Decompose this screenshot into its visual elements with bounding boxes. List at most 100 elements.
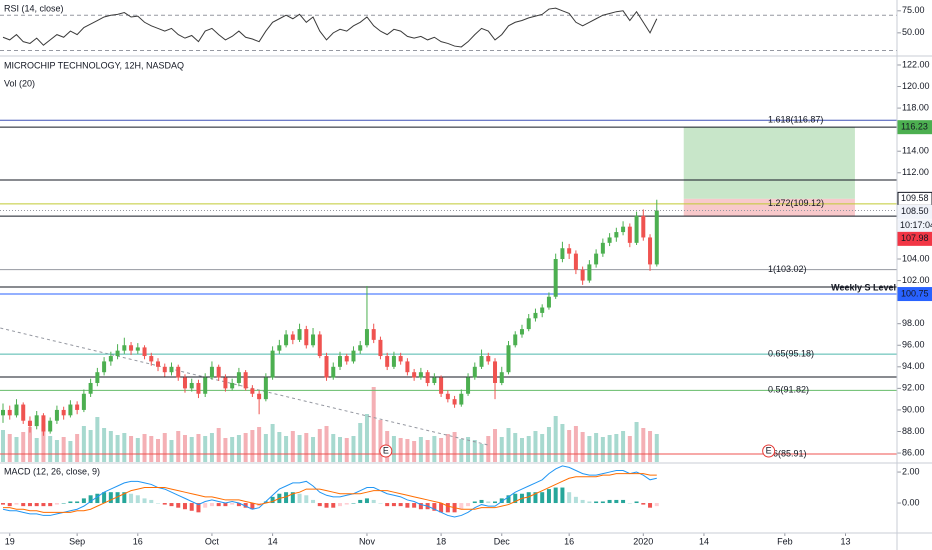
candle-body	[182, 377, 187, 389]
candle-body	[95, 372, 100, 383]
candle-body	[129, 345, 134, 351]
macd-histogram-bar	[479, 499, 484, 504]
candle-body	[499, 372, 504, 383]
volume-bar	[466, 437, 471, 462]
macd-histogram-bar	[587, 501, 592, 504]
volume-bar	[546, 427, 551, 462]
macd-histogram-bar	[290, 492, 295, 504]
candle-body	[34, 415, 39, 427]
volume-bar	[439, 438, 444, 462]
macd-histogram-bar	[135, 495, 140, 504]
candle-body	[331, 366, 336, 378]
candle-body	[102, 361, 107, 373]
macd-histogram-bar	[654, 503, 659, 507]
volume-bar	[486, 436, 491, 462]
volume-bar	[284, 436, 289, 462]
macd-histogram-bar	[459, 503, 464, 510]
volume-bar	[344, 438, 349, 462]
x-tick-label: 13	[840, 536, 850, 546]
candle-body	[156, 361, 161, 367]
y-tick-label: 2.00	[902, 466, 920, 476]
volume-bar	[493, 429, 498, 462]
candle-body	[607, 237, 612, 243]
macd-histogram-bar	[122, 492, 127, 504]
volume-bar	[21, 432, 26, 462]
macd-histogram-bar	[526, 492, 531, 504]
plot-layer: 75.00 50.00 1.618(116.87) 1.272(109.12) 1(10…	[0, 5, 932, 546]
candle-body	[236, 372, 241, 383]
price-badge-label: 108.50	[901, 206, 929, 216]
fib-label: 1(103.02)	[768, 264, 807, 274]
volume-bar	[304, 433, 309, 462]
candle-body	[68, 404, 73, 416]
volume-bar	[331, 434, 336, 462]
macd-line	[3, 473, 657, 513]
macd-histogram-bar	[371, 499, 376, 504]
volume-bar	[627, 436, 632, 462]
candle-body	[567, 248, 572, 254]
candle-body	[351, 350, 356, 362]
macd-histogram-bar	[594, 501, 599, 504]
x-tick-label: 18	[436, 536, 446, 546]
macd-histogram-bar	[466, 503, 471, 507]
macd-histogram-bar	[102, 492, 107, 504]
y-tick-label: 98.00	[902, 318, 925, 328]
candle-body	[493, 361, 498, 383]
rsi-line	[2, 7, 658, 48]
macd-histogram-bar	[621, 499, 626, 504]
event-marker	[762, 444, 776, 458]
macd-histogram-bar	[445, 503, 450, 513]
candle-body	[122, 345, 127, 351]
macd-histogram-bar	[61, 503, 66, 504]
candle-body	[466, 377, 471, 394]
candle-body	[391, 356, 396, 367]
volume-bar	[250, 430, 255, 462]
macd-histogram-bar	[614, 499, 619, 504]
volume-bar	[162, 433, 167, 462]
candle-body	[7, 409, 12, 416]
volume-bar	[479, 444, 484, 462]
candle-body	[162, 366, 167, 373]
candle-body	[41, 415, 46, 432]
candle-body	[519, 329, 524, 335]
macd-histogram-bar	[540, 492, 545, 504]
fib-label: 1.272(109.12)	[768, 198, 824, 208]
macd-histogram-bar	[607, 499, 612, 504]
candle-body	[304, 329, 309, 346]
rsi-title: RSI (14, close)	[4, 3, 64, 13]
macd-histogram-bar	[493, 501, 498, 504]
macd-histogram-bar	[236, 503, 241, 507]
candle-body	[169, 366, 174, 373]
y-tick-label: 112.00	[902, 167, 929, 177]
candle-body	[317, 334, 322, 357]
candle-body	[634, 215, 639, 243]
candle-body	[526, 318, 531, 330]
macd-histogram-bar	[68, 501, 73, 504]
candle-body	[311, 334, 316, 346]
macd-histogram-bar	[513, 493, 518, 504]
volume-bar	[580, 432, 585, 462]
countdown-label: 10:17:04	[900, 220, 932, 230]
macd-histogram-bar	[182, 503, 187, 510]
volume-bar	[68, 441, 73, 462]
macd-histogram-bar	[573, 496, 578, 504]
macd-histogram-bar	[627, 503, 632, 504]
x-tick-label: Sep	[69, 536, 85, 546]
macd-histogram-bar	[648, 503, 653, 508]
y-tick-label: 88.00	[902, 426, 925, 436]
volume-bar	[209, 433, 214, 462]
macd-histogram-bar	[1, 503, 5, 505]
macd-histogram-bar	[418, 503, 423, 510]
volume-bar	[75, 434, 80, 462]
position-loss	[683, 198, 855, 217]
y-tick-label: 75.00	[902, 5, 925, 15]
macd-title: MACD (12, 26, close, 9)	[4, 466, 100, 476]
price-badge-label: 107.98	[901, 233, 929, 243]
volume-bar	[648, 431, 653, 462]
macd-histogram-bar	[270, 496, 275, 504]
volume-bar	[587, 436, 592, 462]
candle-body	[385, 356, 390, 367]
macd-histogram-bar	[230, 503, 235, 505]
volume-bar	[102, 428, 107, 462]
candle-body	[14, 404, 19, 416]
